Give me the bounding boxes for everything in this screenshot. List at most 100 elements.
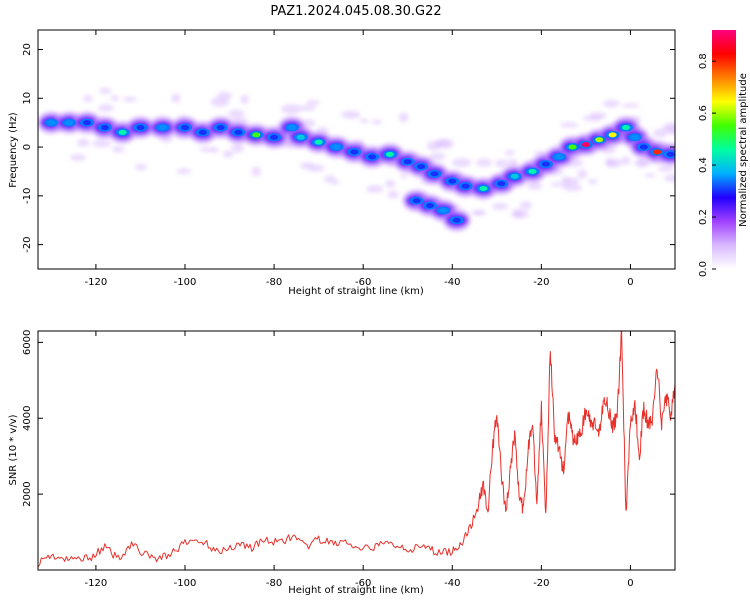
spectrogram-ridge-peak bbox=[83, 120, 91, 126]
colorbar-tick-label: 0.6 bbox=[698, 105, 709, 121]
spectrogram-x-axis-label: Height of straight line (km) bbox=[288, 286, 424, 297]
x-tick-label: -40 bbox=[444, 578, 460, 589]
spectrogram-ridge-peak bbox=[47, 120, 56, 126]
spectrogram-speckle bbox=[491, 203, 509, 210]
spectrogram-y-ticks: 20 10 0 -10 -20 bbox=[22, 43, 675, 253]
spectrogram-speckle bbox=[228, 109, 245, 118]
colorbar-gradient bbox=[712, 30, 736, 269]
spectrogram-speckle bbox=[112, 146, 125, 153]
spectrogram-speckle bbox=[171, 93, 181, 103]
spectrogram-speckle bbox=[23, 87, 34, 92]
spectrogram-speckle bbox=[303, 119, 316, 127]
x-tick-label: -60 bbox=[355, 277, 371, 288]
spectrogram-y-axis-label: Frequency (Hz) bbox=[8, 112, 19, 188]
spectrogram-ridge-peak bbox=[368, 154, 377, 160]
spectrogram-ridge-peak bbox=[528, 168, 537, 174]
snr-series-line bbox=[38, 331, 675, 567]
spectrogram-speckle bbox=[110, 95, 120, 101]
spectrogram-speckle bbox=[251, 166, 261, 177]
spectrogram-speckle bbox=[666, 125, 675, 135]
spectrogram-speckle bbox=[605, 158, 623, 168]
spectrogram-speckle bbox=[495, 159, 508, 168]
x-tick-label: -120 bbox=[85, 578, 108, 589]
snr-plot-area bbox=[38, 331, 675, 570]
spectrogram-ridge-peak bbox=[181, 125, 189, 131]
spectrogram-speckle bbox=[77, 138, 90, 147]
spectrogram-speckle bbox=[308, 164, 325, 172]
spectrogram-frame bbox=[37, 29, 676, 270]
spectrogram-speckle bbox=[621, 156, 631, 165]
spectrogram-branch-peak bbox=[412, 198, 421, 204]
spectrogram-speckle bbox=[398, 112, 409, 123]
x-tick-label: -80 bbox=[266, 277, 282, 288]
spectrogram-speckle bbox=[435, 138, 454, 149]
spectrogram-ridge-peak bbox=[568, 144, 577, 150]
x-tick-label: -100 bbox=[174, 578, 197, 589]
spectrogram-ridge-peak bbox=[403, 159, 412, 165]
x-tick-label: -60 bbox=[355, 578, 371, 589]
snr-x-axis-label: Height of straight line (km) bbox=[288, 585, 424, 596]
spectrogram-speckle bbox=[83, 95, 93, 103]
x-tick-label: -100 bbox=[174, 277, 197, 288]
spectrogram-speckle bbox=[657, 165, 674, 172]
spectrogram-speckle bbox=[371, 119, 382, 125]
spectrogram-speckle bbox=[134, 164, 148, 171]
x-tick-label: -20 bbox=[533, 277, 549, 288]
spectrogram-image bbox=[23, 87, 675, 232]
spectrogram-ridge-peak bbox=[216, 125, 225, 131]
spectrogram-branch-peak bbox=[452, 217, 461, 223]
spectrogram-speckle bbox=[511, 210, 530, 218]
spectrogram-speckle bbox=[387, 190, 399, 199]
spectrogram-speckle bbox=[97, 104, 114, 112]
spectrogram-speckle bbox=[589, 112, 607, 120]
spectrogram-speckle bbox=[560, 122, 579, 128]
snr-y-axis-label: SNR (10 * v/v) bbox=[8, 414, 19, 485]
spectrogram-ridge-peak bbox=[136, 125, 145, 131]
spectrogram-ridge-peak bbox=[541, 161, 550, 167]
spectrogram-ridge-peak bbox=[314, 139, 323, 145]
y-tick-label: 0 bbox=[22, 144, 33, 150]
spectrogram-ridge-peak bbox=[332, 144, 341, 150]
spectrogram-branch-peak bbox=[439, 207, 448, 213]
spectrogram-ridge-peak bbox=[417, 164, 426, 170]
spectrogram-ridge-peak bbox=[350, 149, 359, 155]
spectrogram-speckle bbox=[429, 152, 446, 161]
colorbar-ticks: 0.0 0.2 0.4 0.6 0.8 bbox=[698, 53, 716, 277]
spectrogram-speckle bbox=[92, 139, 112, 148]
colorbar-tick-label: 0.0 bbox=[698, 261, 709, 277]
spectrogram-speckle bbox=[563, 184, 583, 192]
spectrogram-ridge-peak bbox=[234, 129, 243, 135]
y-tick-label: -10 bbox=[22, 188, 33, 204]
spectrogram-branch-peak bbox=[426, 203, 434, 209]
spectrogram-speckle bbox=[217, 91, 232, 100]
y-tick-label: 4000 bbox=[22, 406, 33, 431]
spectrogram-speckle bbox=[297, 105, 317, 111]
colorbar: 0.0 0.2 0.4 0.6 0.8 Normalized spectral ampl… bbox=[698, 30, 749, 277]
spectrogram-speckle bbox=[472, 210, 486, 215]
spectrogram-speckle bbox=[664, 174, 675, 183]
spectrogram-speckle bbox=[366, 185, 384, 193]
spectrogram-x-ticks: -120 -100 -80 -60 -40 -20 0 bbox=[85, 30, 634, 288]
colorbar-tick-label: 0.4 bbox=[698, 157, 709, 173]
spectrogram-ridge-peak bbox=[630, 134, 639, 140]
spectrogram-speckle bbox=[603, 99, 620, 108]
spectrogram-speckle bbox=[476, 158, 492, 167]
spectrogram-speckle bbox=[210, 147, 219, 153]
y-tick-label: 2000 bbox=[22, 481, 33, 506]
snr-y-ticks: 2000 4000 6000 bbox=[22, 330, 675, 507]
snr-frame bbox=[37, 330, 676, 571]
spectrogram-ridge-peak bbox=[555, 154, 564, 160]
spectrogram-speckle bbox=[644, 173, 656, 178]
y-tick-label: 6000 bbox=[22, 330, 33, 355]
spectrogram-speckle bbox=[341, 110, 361, 119]
spectrogram-ridge-peak bbox=[622, 125, 630, 131]
snr-panel: -120 -100 -80 -60 -40 -20 0 2000 4000 6000 Heigh… bbox=[8, 330, 676, 596]
spectrogram-ridge-peak bbox=[100, 125, 109, 131]
spectrogram-speckle bbox=[519, 201, 532, 210]
colorbar-label: Normalized spectral amplitude bbox=[738, 73, 749, 227]
spectrogram-speckle bbox=[230, 118, 250, 123]
spectrogram-speckle bbox=[331, 180, 341, 185]
spectrogram-speckle bbox=[504, 149, 515, 156]
spectrogram-ridge-peak bbox=[118, 129, 127, 135]
